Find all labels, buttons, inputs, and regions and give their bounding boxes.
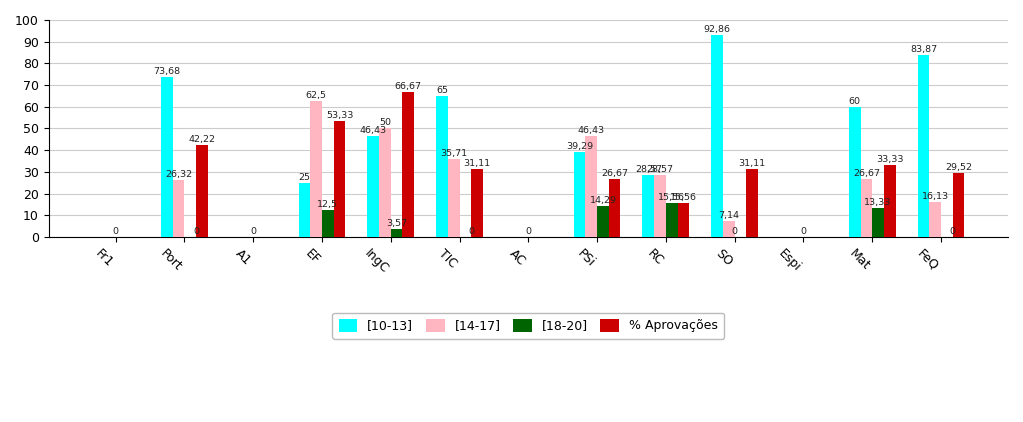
Text: 65: 65 — [436, 86, 448, 95]
Text: 29,52: 29,52 — [945, 163, 972, 172]
Bar — [367, 136, 380, 237]
Text: 53,33: 53,33 — [325, 111, 353, 120]
Text: 12,5: 12,5 — [317, 200, 339, 209]
Text: 0: 0 — [731, 227, 738, 236]
Text: 25: 25 — [299, 173, 310, 181]
Bar — [609, 179, 621, 237]
Bar — [747, 169, 758, 237]
Text: 83,87: 83,87 — [909, 45, 937, 54]
Bar — [448, 160, 459, 237]
Text: 0: 0 — [193, 227, 199, 236]
Text: 73,68: 73,68 — [153, 67, 180, 76]
Bar — [711, 35, 723, 237]
Text: 13,33: 13,33 — [864, 198, 892, 207]
Text: 60: 60 — [849, 97, 860, 106]
Text: 46,43: 46,43 — [578, 126, 605, 135]
Text: 28,57: 28,57 — [647, 165, 673, 174]
Bar — [873, 208, 884, 237]
Text: 46,43: 46,43 — [360, 126, 387, 135]
Bar — [402, 92, 414, 237]
Bar — [322, 210, 333, 237]
Text: 28,57: 28,57 — [635, 165, 662, 174]
Text: 14,29: 14,29 — [589, 196, 617, 205]
Text: 7,14: 7,14 — [718, 211, 740, 220]
Text: 26,67: 26,67 — [602, 169, 628, 178]
Text: 31,11: 31,11 — [463, 160, 491, 168]
Bar — [677, 203, 690, 237]
Text: 62,5: 62,5 — [306, 91, 326, 100]
Bar — [299, 183, 310, 237]
Bar — [849, 107, 860, 237]
Bar — [574, 151, 585, 237]
Legend: [10-13], [14-17], [18-20], % Aprovações: [10-13], [14-17], [18-20], % Aprovações — [332, 313, 724, 339]
Text: 35,71: 35,71 — [440, 149, 468, 158]
Bar — [161, 77, 173, 237]
Text: 0: 0 — [113, 227, 119, 236]
Bar — [391, 229, 402, 237]
Text: 15,56: 15,56 — [670, 193, 697, 202]
Text: 92,86: 92,86 — [704, 25, 730, 35]
Bar — [173, 180, 184, 237]
Text: 16,13: 16,13 — [922, 192, 948, 201]
Text: 39,29: 39,29 — [566, 142, 593, 151]
Bar — [929, 202, 941, 237]
Bar — [723, 222, 735, 237]
Bar — [196, 145, 208, 237]
Bar — [585, 136, 597, 237]
Text: 0: 0 — [469, 227, 475, 236]
Text: 33,33: 33,33 — [876, 154, 903, 163]
Text: 0: 0 — [949, 227, 955, 236]
Text: 50: 50 — [379, 118, 391, 127]
Bar — [918, 55, 929, 237]
Bar — [380, 128, 391, 237]
Bar — [436, 96, 448, 237]
Text: 26,32: 26,32 — [165, 170, 192, 179]
Text: 66,67: 66,67 — [395, 82, 421, 91]
Bar — [642, 175, 654, 237]
Text: 15,56: 15,56 — [658, 193, 685, 202]
Text: 26,67: 26,67 — [853, 169, 880, 178]
Text: 3,57: 3,57 — [386, 219, 407, 228]
Bar — [333, 121, 346, 237]
Bar — [666, 203, 677, 237]
Text: 0: 0 — [251, 227, 256, 236]
Bar — [884, 165, 895, 237]
Text: 0: 0 — [800, 227, 806, 236]
Bar — [654, 175, 666, 237]
Bar — [860, 179, 873, 237]
Bar — [597, 206, 609, 237]
Bar — [472, 169, 483, 237]
Text: 31,11: 31,11 — [739, 160, 766, 168]
Bar — [310, 101, 322, 237]
Bar — [952, 173, 965, 237]
Text: 0: 0 — [525, 227, 531, 236]
Text: 42,22: 42,22 — [188, 135, 216, 144]
